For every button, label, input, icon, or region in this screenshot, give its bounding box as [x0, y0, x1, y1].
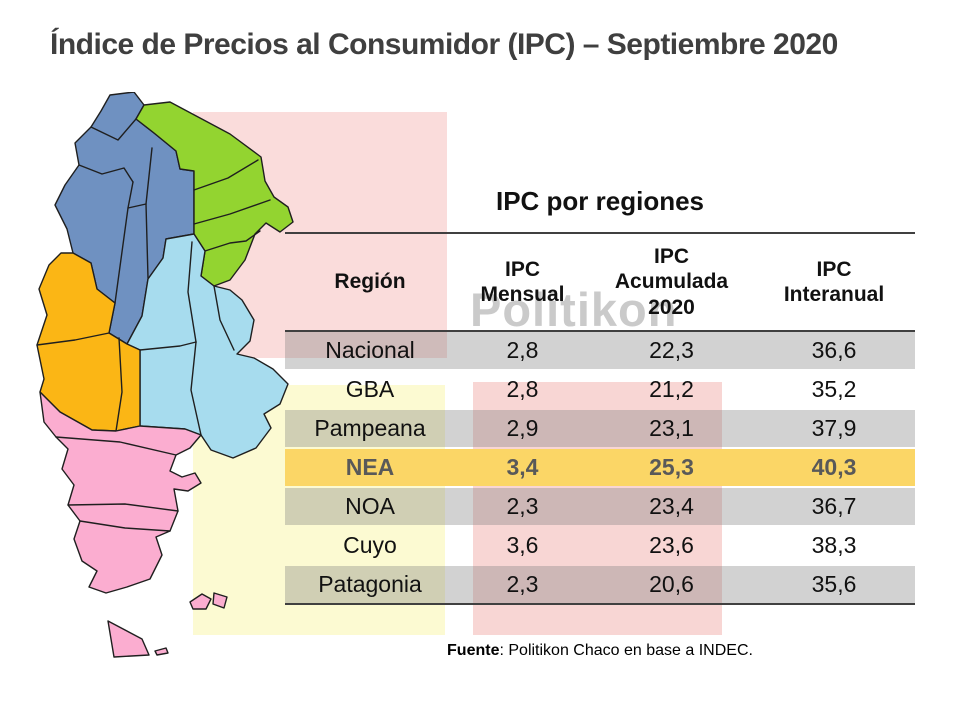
table-row-patagonia: Patagonia 2,3 20,6 35,6 — [285, 566, 915, 603]
mensual-cell: 2,3 — [506, 571, 539, 597]
map-malvinas-west — [189, 593, 212, 610]
region-cell: Pampeana — [314, 415, 426, 441]
acumulada-cell: 25,3 — [649, 454, 694, 480]
acumulada-cell: 22,3 — [649, 337, 694, 363]
table-row-cuyo: Cuyo 3,6 23,6 38,3 — [285, 527, 915, 564]
table-row-noa: NOA 2,3 23,4 36,7 — [285, 488, 915, 525]
interanual-cell: 40,3 — [811, 454, 857, 480]
table-row-nacional: Nacional 2,8 22,3 36,6 — [285, 332, 915, 369]
header-mensual: IPC Mensual — [480, 257, 565, 306]
map-tierra-del-fuego — [107, 620, 150, 658]
table-header-row: Región IPC Mensual IPC Acumulada 2020 IP… — [285, 232, 915, 332]
region-cell: Cuyo — [343, 532, 397, 558]
mensual-cell: 2,3 — [506, 493, 539, 519]
pink-backdrop-rect-middle — [473, 382, 722, 635]
mensual-cell: 2,8 — [506, 337, 539, 363]
source-text: : Politikon Chaco en base a INDEC. — [499, 642, 753, 659]
map-malvinas-east — [212, 592, 228, 609]
interanual-cell: 35,6 — [811, 571, 857, 597]
table-row-pampeana: Pampeana 2,9 23,1 37,9 — [285, 410, 915, 447]
mensual-cell: 3,4 — [506, 454, 539, 480]
interanual-cell: 36,7 — [811, 493, 857, 519]
interanual-cell: 35,2 — [811, 376, 857, 402]
interanual-cell: 36,6 — [811, 337, 857, 363]
region-cell: Nacional — [325, 337, 415, 363]
acumulada-cell: 23,6 — [649, 532, 694, 558]
argentina-map-svg — [36, 91, 294, 658]
region-cell: GBA — [345, 376, 395, 402]
source-note: Fuente: Politikon Chaco en base a INDEC. — [285, 642, 915, 660]
map-region-patagonia — [39, 391, 228, 658]
map-region-nea — [135, 101, 294, 287]
interanual-cell: 37,9 — [811, 415, 857, 441]
table-title: IPC por regiones — [495, 185, 705, 216]
region-cell: NEA — [345, 454, 395, 480]
mensual-cell: 2,9 — [506, 415, 539, 441]
region-cell: Patagonia — [318, 571, 422, 597]
argentina-map — [30, 91, 295, 682]
table-body: Nacional 2,8 22,3 36,6 GBA 2,8 21,2 35,2… — [285, 332, 915, 605]
table-row-gba: GBA 2,8 21,2 35,2 — [285, 371, 915, 408]
mensual-cell: 3,6 — [506, 532, 539, 558]
slide-title: Índice de Precios al Consumidor (IPC) – … — [50, 28, 838, 61]
interanual-cell: 38,3 — [811, 532, 857, 558]
header-region: Región — [334, 270, 406, 294]
header-acumulada: IPC Acumulada 2020 — [614, 245, 729, 319]
ipc-table: IPC por regiones Región IPC Mensual IPC … — [285, 170, 915, 605]
acumulada-cell: 23,1 — [649, 415, 694, 441]
header-interanual: IPC Interanual — [783, 257, 885, 306]
watermark: Politikon — [470, 283, 678, 336]
acumulada-cell: 23,4 — [649, 493, 694, 519]
table-row-nea-highlighted: NEA 3,4 25,3 40,3 — [285, 449, 915, 486]
map-region-cuyo — [36, 252, 141, 432]
acumulada-cell: 21,2 — [649, 376, 694, 402]
acumulada-cell: 20,6 — [649, 571, 694, 597]
source-label: Fuente — [447, 642, 500, 659]
region-cell: NOA — [345, 493, 395, 519]
map-isla-estados — [154, 647, 169, 656]
map-region-pampeana — [126, 233, 289, 459]
mensual-cell: 2,8 — [506, 376, 539, 402]
